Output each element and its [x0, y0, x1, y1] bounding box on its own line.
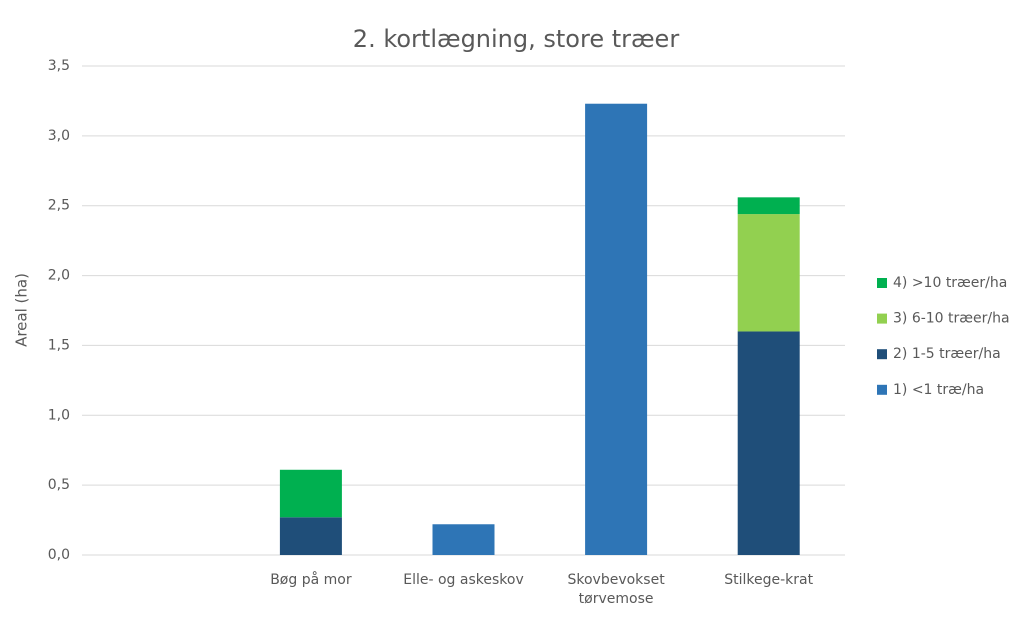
bar-segment — [737, 214, 800, 332]
x-tick-label: Stilkege-krat — [724, 572, 814, 588]
bar-segment — [279, 469, 342, 518]
y-tick-label: 1,0 — [48, 407, 70, 423]
legend-label: 4) >10 træer/ha — [893, 275, 1007, 291]
x-tick-label: Elle- og askeskov — [403, 572, 524, 588]
y-tick-label: 2,5 — [48, 198, 70, 214]
legend-swatch — [877, 278, 887, 288]
bar-segment — [737, 197, 800, 215]
y-tick-label: 0,5 — [48, 477, 70, 493]
chart-title: 2. kortlægning, store træer — [353, 25, 680, 53]
y-tick-label: 2,0 — [48, 268, 70, 284]
bar-segment — [737, 331, 800, 555]
y-tick-label: 1,5 — [48, 337, 70, 353]
x-tick-label: Bøg på mor — [270, 572, 352, 588]
legend-swatch — [877, 349, 887, 360]
y-tick-label: 0,0 — [48, 547, 70, 563]
y-axis-label: Areal (ha) — [13, 273, 31, 347]
legend-swatch — [877, 313, 887, 324]
legend-label: 1) <1 træ/ha — [893, 382, 984, 398]
bar-segment — [279, 517, 342, 555]
legend-label: 2) 1-5 træer/ha — [893, 346, 1001, 362]
bar-segment — [585, 103, 648, 556]
y-tick-label: 3,0 — [48, 128, 70, 144]
legend-swatch — [877, 384, 887, 395]
y-tick-label: 3,5 — [48, 58, 70, 74]
legend-label: 3) 6-10 træer/ha — [893, 311, 1010, 327]
x-tick-label: Skovbevokset tørvemose — [567, 572, 665, 607]
bar-segment — [432, 524, 495, 555]
